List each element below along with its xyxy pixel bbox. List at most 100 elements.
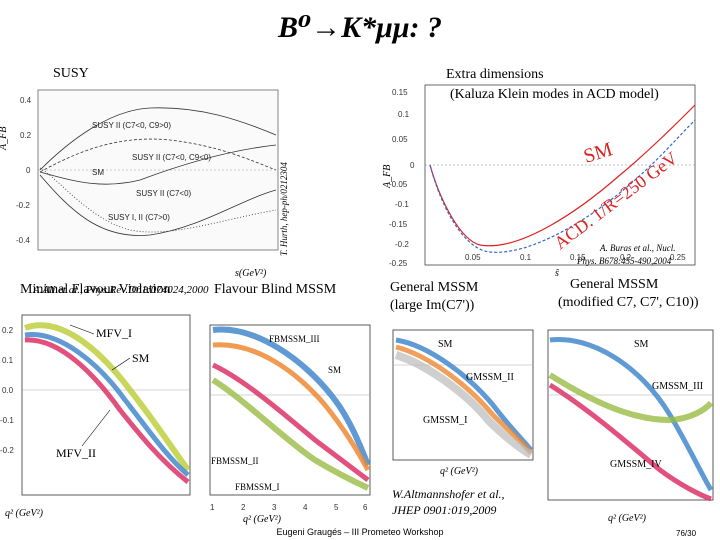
acd-kk-label: ACD. 1/R=250 GeV (550, 148, 681, 253)
gmssm2-plot: SM GMSSM_III GMSSM_IV q² (GeV²) (547, 329, 714, 524)
mfv-ytick-4: -0.1 (0, 416, 14, 425)
acd-xlabel: ŝ (555, 268, 559, 279)
susy-curve-4 (39, 167, 277, 233)
g1-label-2: GMSSM_II (466, 372, 514, 383)
g1-label-3: GMSSM_I (423, 415, 467, 426)
susy-ref: A.Ali et al., Phys.Rev.D61:074024,2000 (33, 284, 209, 296)
susy-curve-2 (39, 138, 277, 173)
susy-label-5: SUSY I, II (C7>0) (108, 213, 170, 222)
acd-ytick-4: 0 (410, 161, 415, 170)
slide-footer: Eugeni Graugés – III Prometeo Workshop (276, 527, 444, 537)
acd-xtick-4: 0.2 (620, 253, 632, 262)
mfv-curve-sm (24, 332, 190, 477)
fb-curve-3 (212, 326, 371, 467)
g2-xlabel: q² (GeV²) (608, 513, 647, 524)
g2-label-3: GMSSM_IV (610, 459, 662, 470)
acd-ref-line1: A. Buras et al., Nucl. (600, 243, 676, 253)
mfv-heading: Minimal Flavour Violation (20, 282, 171, 297)
susy-label-2: SUSY II (C7<0, C9<0) (132, 153, 211, 162)
mfv-curve-mfv2 (24, 337, 190, 484)
fb-xlabel: q² (GeV²) (243, 514, 282, 525)
extra-dim-heading: Extra dimensions (446, 67, 544, 82)
acd-xtick-3: 0.15 (570, 253, 586, 262)
susy-ytick-4: -0.2 (16, 201, 30, 210)
g1-label-1: SM (438, 339, 453, 350)
fbmssm-heading: Flavour Blind MSSM (214, 282, 337, 297)
fb-xtick-3: 3 (272, 503, 277, 512)
mfv-plot: 0.2 0.1 0.0 -0.1 -0.2 MFV_I SM MFV_II q²… (0, 314, 191, 519)
acd-xtick-1: 0.05 (465, 253, 481, 262)
susy-curve-3 (39, 144, 277, 185)
mfv-ytick-2: 0.1 (2, 356, 14, 365)
g1-curve-2 (395, 344, 533, 455)
fb-xtick-5: 5 (334, 503, 339, 512)
acd-ytick-8: -0.2 (395, 240, 409, 249)
susy-side-ref: T. Hurth, hep-ph/0212304 (279, 162, 289, 256)
mfv-ytick-3: 0.0 (2, 386, 14, 395)
mfv-label-2: SM (132, 351, 150, 365)
fb-curve-2 (211, 362, 370, 482)
acd-xtick-2: 0.1 (520, 253, 532, 262)
susy-label-1: SUSY II (C7<0, C9>0) (92, 121, 171, 130)
g2-curve-sm (549, 336, 714, 492)
susy-plot: 0.4 0.2 0 -0.2 -0.4 A_FB s(GeV²) SUSY II… (0, 89, 279, 279)
g2-curve-3 (548, 372, 714, 424)
mfv-label-1: MFV_I (96, 326, 132, 340)
fb-curve-1 (211, 377, 370, 491)
fb-label-4: FBMSSM_I (235, 482, 280, 492)
extra-dim-subheading: (Kaluza Klein modes in ACD model) (450, 87, 659, 102)
acd-ylabel: A_FB (382, 165, 393, 189)
mfv-xlabel: q² (GeV²) (5, 508, 44, 519)
acd-sm-label: SM (581, 138, 615, 168)
g2-curve-4 (548, 382, 712, 502)
acd-ytick-9: -0.25 (389, 259, 408, 268)
susy-label-3: SM (92, 168, 104, 177)
bottom-ref-line1: W.Altmannshofer et al., (392, 487, 505, 501)
susy-ytick-3: 0 (26, 166, 31, 175)
acd-kk-curve (429, 119, 696, 253)
susy-label-4: SUSY II (C7<0) (136, 189, 192, 198)
gmssm2-heading-2: (modified C7, C7', C10)) (558, 295, 699, 310)
gmssm2-heading-1: General MSSM (570, 277, 659, 292)
susy-ytick-5: -0.4 (16, 236, 30, 245)
gmssm1-plot: SM GMSSM_II GMSSM_I (392, 329, 534, 461)
fb-curve-sm (212, 342, 371, 472)
fb-xtick-1: 1 (210, 503, 215, 512)
gmssm1-heading-1: General MSSM (390, 280, 479, 295)
acd-ytick-5: -0.05 (389, 180, 408, 189)
acd-plot: 0.15 0.1 0.05 0 -0.05 -0.1 -0.15 -0.2 -0… (382, 84, 696, 279)
susy-xlabel: s(GeV²) (235, 268, 267, 279)
susy-ytick-1: 0.4 (20, 96, 32, 105)
mfv-label-3: MFV_II (56, 446, 96, 460)
acd-xtick-5: 0.25 (670, 253, 686, 262)
page-number: 76/30 (676, 529, 697, 538)
acd-ytick-2: 0.1 (398, 110, 410, 119)
g1-xlabel: q² (GeV²) (440, 466, 478, 477)
slide-title: B⁰→K*μμ: ? (277, 11, 443, 44)
acd-ref-line2: Phys. B678:455-490,2004 (577, 256, 672, 266)
fb-xtick-4: 4 (303, 503, 308, 512)
fb-label-1: FBMSSM_III (269, 334, 320, 344)
susy-curve-1 (39, 107, 277, 171)
g1-curve-1 (394, 351, 534, 459)
fb-xtick-2: 2 (241, 503, 246, 512)
acd-ytick-1: 0.15 (392, 88, 408, 97)
susy-ytick-2: 0.2 (20, 131, 32, 140)
susy-ylabel: A_FB (0, 127, 9, 151)
acd-ytick-6: -0.1 (395, 200, 409, 209)
g1-curve-sm (395, 337, 533, 452)
gmssm1-heading-2: (large Im(C7')) (390, 298, 475, 313)
g2-label-2: GMSSM_III (652, 381, 703, 392)
susy-heading: SUSY (53, 66, 89, 81)
fb-label-3: FBMSSM_II (211, 456, 259, 466)
g2-label-1: SM (634, 339, 649, 350)
fb-label-2: SM (328, 365, 341, 375)
fb-xtick-6: 6 (363, 503, 368, 512)
mfv-curve-mfv1 (23, 322, 191, 472)
fbmssm-plot: 1 2 3 4 5 6 FBMSSM_III SM FBMSSM_II FBMS… (209, 324, 371, 525)
mfv-ytick-1: 0.2 (2, 326, 14, 335)
acd-sm-curve (429, 104, 696, 247)
acd-ytick-7: -0.15 (389, 220, 408, 229)
susy-curve-5 (39, 174, 277, 236)
mfv-ytick-5: -0.2 (0, 446, 14, 455)
